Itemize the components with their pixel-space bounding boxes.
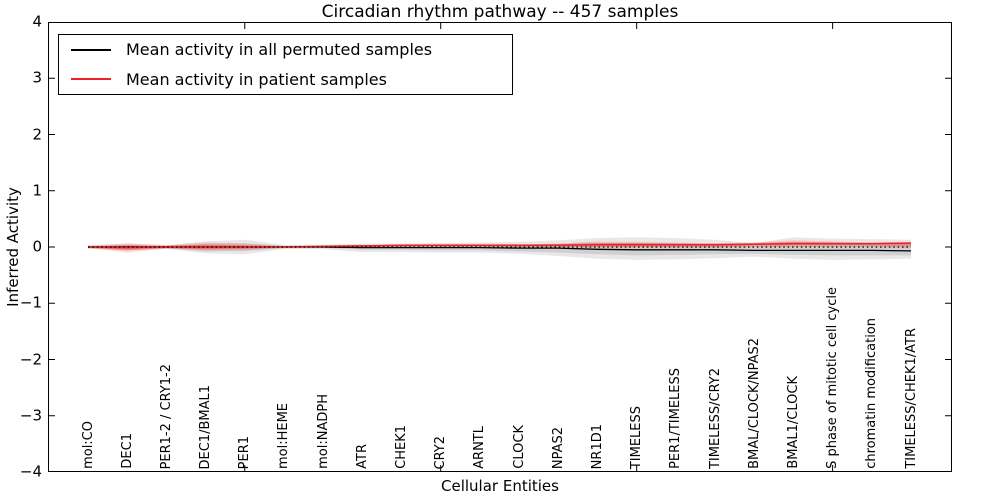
entity-label: BMAL/CLOCK/NPAS2	[746, 338, 762, 469]
plot-area	[48, 22, 952, 472]
entity-label: PER1-2 / CRY1-2	[158, 363, 174, 469]
entity-label: NR1D1	[589, 423, 605, 469]
y-tick-label: 1	[32, 181, 42, 200]
entity-label: BMAL1/CLOCK	[785, 376, 801, 469]
entity-label: PER1	[237, 435, 253, 469]
y-tick-label: −2	[19, 350, 42, 368]
entity-label: mol:CO	[80, 421, 96, 469]
legend-label-patient: Mean activity in patient samples	[126, 69, 387, 89]
entity-label: chromatin modification	[864, 318, 880, 469]
y-tick-label: −4	[19, 462, 42, 481]
entity-label: CLOCK	[511, 425, 527, 469]
entity-label: DEC1	[119, 433, 135, 469]
entity-label: CHEK1	[394, 425, 410, 469]
entity-label: CRY2	[433, 435, 449, 470]
y-tick-label: 3	[32, 68, 42, 87]
entity-label: TIMELESS	[629, 405, 645, 469]
entity-label: NPAS2	[550, 426, 566, 469]
legend-item-permuted: Mean activity in all permuted samples	[59, 40, 512, 59]
entity-label: PER1/TIMELESS	[668, 368, 684, 469]
band-permuted-range-outer	[88, 237, 911, 260]
y-tick-label: 4	[32, 12, 42, 31]
entity-label: mol:NADPH	[315, 394, 331, 469]
entity-label: TIMELESS/CRY2	[707, 367, 723, 469]
band-patient-range-inner	[88, 241, 911, 251]
patient-line-icon	[71, 78, 111, 81]
legend-label-permuted: Mean activity in all permuted samples	[126, 40, 433, 60]
entity-label: ARNTL	[472, 426, 488, 469]
entity-label: TIMELESS/CHEK1/ATR	[903, 328, 919, 469]
y-tick-label: 2	[32, 125, 42, 143]
entity-label: ATR	[354, 444, 370, 469]
x-axis-label: Cellular Entities	[441, 477, 559, 495]
entity-label: S phase of mitotic cell cycle	[825, 287, 841, 469]
y-tick-label: −1	[19, 293, 42, 312]
band-patient-range-outer	[88, 240, 911, 253]
legend: Mean activity in all permuted samples Me…	[58, 34, 513, 95]
chart-title: Circadian rhythm pathway -- 457 samples	[321, 2, 679, 22]
y-tick-label: −3	[19, 406, 42, 425]
legend-item-patient: Mean activity in patient samples	[59, 70, 512, 89]
permuted-line-icon	[71, 48, 111, 51]
entity-label: DEC1/BMAL1	[198, 384, 214, 470]
y-tick-label: 0	[32, 237, 42, 256]
entity-label: mol:HEME	[276, 402, 292, 469]
axes-frame	[48, 22, 952, 472]
